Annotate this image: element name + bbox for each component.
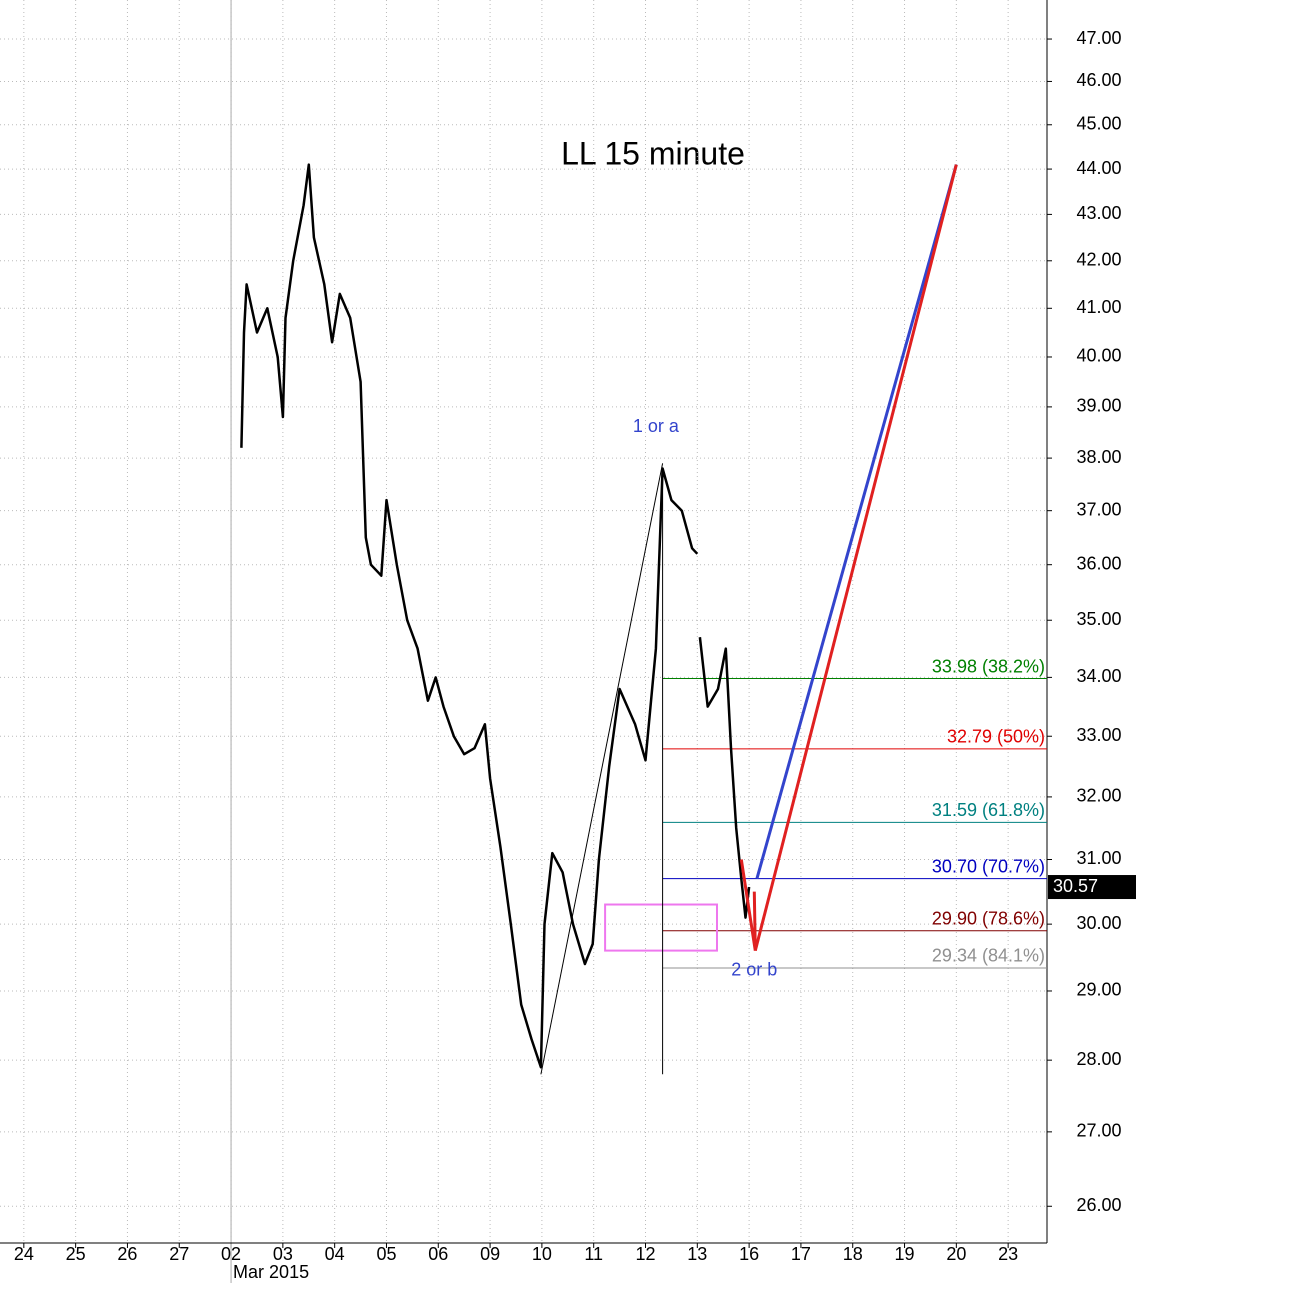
y-tick-label: 26.00 bbox=[1076, 1195, 1121, 1215]
y-tick-label: 46.00 bbox=[1076, 70, 1121, 90]
x-tick-label: 27 bbox=[169, 1244, 189, 1264]
x-tick-label: 04 bbox=[325, 1244, 345, 1264]
x-tick-label: 16 bbox=[739, 1244, 759, 1264]
y-tick-label: 33.00 bbox=[1076, 725, 1121, 745]
annotation: 2 or b bbox=[731, 959, 777, 979]
x-tick-label: 06 bbox=[428, 1244, 448, 1264]
x-tick-label: 20 bbox=[946, 1244, 966, 1264]
x-tick-label: 11 bbox=[584, 1244, 603, 1264]
x-tick-label: 05 bbox=[376, 1244, 396, 1264]
y-tick-label: 36.00 bbox=[1076, 553, 1121, 573]
y-tick-label: 35.00 bbox=[1076, 609, 1121, 629]
y-tick-label: 43.00 bbox=[1076, 203, 1121, 223]
x-tick-label: 24 bbox=[14, 1244, 34, 1264]
last-price-label: 30.57 bbox=[1053, 876, 1098, 896]
y-tick-label: 31.00 bbox=[1076, 848, 1121, 868]
fib-label: 30.70 (70.7%) bbox=[932, 856, 1045, 876]
month-label: Mar 2015 bbox=[233, 1262, 309, 1282]
chart-title: LL 15 minute bbox=[561, 135, 745, 171]
y-tick-label: 45.00 bbox=[1076, 114, 1121, 134]
y-tick-label: 30.00 bbox=[1076, 913, 1121, 933]
price-line bbox=[240, 163, 751, 1069]
fib-label: 32.79 (50%) bbox=[947, 727, 1045, 747]
annotation: 1 or a bbox=[633, 416, 680, 436]
zone-box bbox=[604, 903, 718, 952]
wave-line bbox=[755, 164, 958, 880]
y-tick-label: 41.00 bbox=[1076, 297, 1121, 317]
x-tick-label: 17 bbox=[791, 1244, 811, 1264]
y-tick-label: 29.00 bbox=[1076, 980, 1121, 1000]
y-tick-label: 40.00 bbox=[1076, 346, 1121, 366]
y-tick-label: 28.00 bbox=[1076, 1049, 1121, 1069]
x-tick-label: 23 bbox=[998, 1244, 1018, 1264]
y-tick-label: 42.00 bbox=[1076, 250, 1121, 270]
y-tick-label: 34.00 bbox=[1076, 666, 1121, 686]
last-price-box bbox=[1048, 875, 1136, 900]
fib-label: 33.98 (38.2%) bbox=[932, 656, 1045, 676]
wave-line bbox=[753, 164, 958, 951]
y-tick-label: 44.00 bbox=[1076, 158, 1121, 178]
x-tick-label: 25 bbox=[66, 1244, 86, 1264]
x-tick-label: 09 bbox=[480, 1244, 500, 1264]
x-tick-label: 26 bbox=[117, 1244, 137, 1264]
wave-line bbox=[540, 463, 664, 1075]
x-tick-label: 10 bbox=[532, 1244, 552, 1264]
y-tick-label: 37.00 bbox=[1076, 499, 1121, 519]
y-tick-label: 32.00 bbox=[1076, 786, 1121, 806]
x-tick-label: 03 bbox=[273, 1244, 293, 1264]
y-tick-label: 27.00 bbox=[1076, 1121, 1121, 1141]
x-tick-label: 19 bbox=[895, 1244, 915, 1264]
y-tick-label: 47.00 bbox=[1076, 28, 1121, 48]
x-tick-label: 13 bbox=[687, 1244, 707, 1264]
x-tick-label: 12 bbox=[635, 1244, 655, 1264]
y-tick-label: 38.00 bbox=[1076, 447, 1121, 467]
y-tick-label: 39.00 bbox=[1076, 396, 1121, 416]
wave-line bbox=[739, 859, 757, 951]
fib-label: 31.59 (61.8%) bbox=[932, 800, 1045, 820]
fib-label: 29.34 (84.1%) bbox=[932, 946, 1045, 966]
fib-label: 29.90 (78.6%) bbox=[932, 908, 1045, 928]
x-tick-label: 18 bbox=[843, 1244, 863, 1264]
